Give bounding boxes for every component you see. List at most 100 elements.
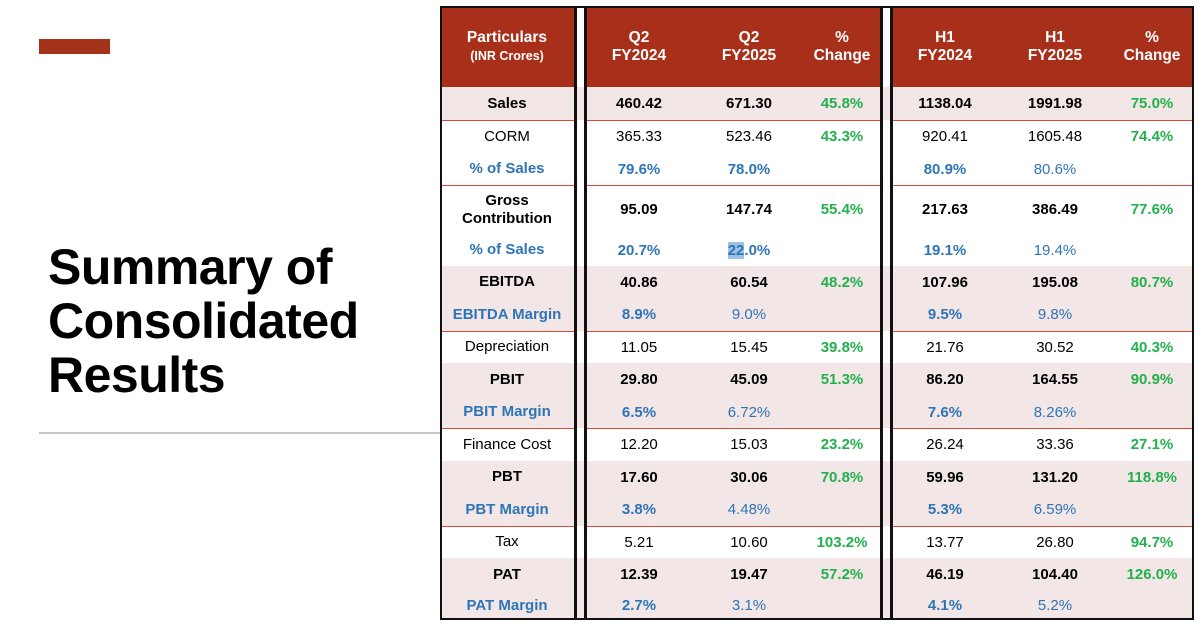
cell-h1-fy2024: 1138.04: [918, 95, 972, 112]
cell-q2-fy2025: 45.09: [730, 371, 768, 388]
row-divider: [440, 331, 574, 332]
row-label: Finance Cost: [462, 435, 552, 453]
cell-quarter-change: 51.3%: [820, 371, 864, 388]
table-row: Depreciation 11.05 15.45 39.8% 21.76 30.52 40.…: [440, 331, 1194, 363]
cell-h1-fy2024: 9.5%: [927, 306, 963, 323]
cell-h1-fy2024: 59.96: [926, 468, 964, 486]
row-divider: [584, 526, 880, 527]
cell-h1-fy2025: 104.40: [1032, 566, 1078, 583]
row-label: Sales: [487, 94, 527, 112]
cell-q2-fy2024: 11.05: [620, 338, 658, 356]
row-label: Tax: [495, 533, 519, 550]
row-label-text: Gross Contribution: [462, 191, 552, 227]
cell-q2-fy2024: 79.6%: [617, 160, 661, 178]
cell-h1-fy2024: 13.77: [926, 533, 964, 551]
cell-q2-fy2025: 147.74: [726, 201, 772, 218]
header-half-change: % Change: [1123, 28, 1181, 64]
cell-q2-fy2024: 29.80: [620, 371, 658, 388]
row-label: EBITDA: [479, 273, 535, 290]
accent-bar: [39, 39, 110, 54]
cell-half-change: 74.4%: [1130, 128, 1174, 145]
cell-half-change: 27.1%: [1130, 436, 1174, 453]
header-bg-particulars: [440, 6, 574, 87]
cell-q2-fy2024: 3.8%: [621, 501, 657, 518]
cell-q2-fy2025: 22.0%: [694, 234, 804, 266]
cell-q2-fy2025: 10.60: [730, 533, 768, 551]
cell-h1-fy2025: 9.8%: [1037, 306, 1073, 323]
cell-q2-fy2025: 78.0%: [727, 160, 771, 178]
cell-q2-fy2024: 6.5%: [621, 403, 657, 421]
table-row: PBT 17.60 30.06 70.8% 59.96 131.20 118.8%: [440, 461, 1194, 493]
cell-half-change: 40.3%: [1130, 338, 1174, 356]
cell-half-change: 94.7%: [1130, 533, 1174, 551]
cell-h1-fy2025: 8.26%: [1033, 403, 1077, 421]
row-divider: [440, 526, 574, 527]
cell-h1-fy2025: 1605.48: [1027, 128, 1083, 145]
cell-h1-fy2025: 5.2%: [1037, 597, 1073, 614]
cell-q2-fy2025: 9.0%: [731, 306, 767, 323]
table-row: EBITDA Margin 8.9% 9.0% 9.5% 9.8%: [440, 298, 1194, 331]
cell-q2-fy2025: 60.54: [730, 273, 768, 291]
cell-h1-fy2024: 107.96: [922, 273, 968, 291]
row-label: PBIT: [489, 370, 525, 388]
table-row: % of Sales 20.7% 22.0% 19.1% 19.4%: [440, 234, 1194, 266]
cell-q2-fy2025: 523.46: [726, 128, 772, 145]
cell-h1-fy2025: 6.59%: [1033, 501, 1077, 518]
cell-h1-fy2025: 386.49: [1032, 201, 1078, 218]
cell-half-change: 75.0%: [1130, 95, 1174, 112]
row-divider: [584, 185, 880, 186]
cell-h1-fy2024: 80.9%: [923, 160, 967, 178]
row-label: PAT: [493, 565, 521, 583]
cell-h1-fy2024: 86.20: [926, 371, 964, 388]
row-divider: [440, 185, 574, 186]
slide-title: Summary of Consolidated Results: [48, 239, 359, 403]
row-divider: [890, 185, 1194, 186]
cell-half-change: 80.7%: [1130, 273, 1174, 291]
cell-q2-fy2024: 365.33: [616, 128, 662, 145]
cell-h1-fy2024: 217.63: [922, 201, 968, 218]
cell-q2-fy2025: 4.48%: [727, 501, 771, 518]
cell-q2-fy2025: 15.03: [730, 436, 768, 453]
cell-h1-fy2024: 920.41: [922, 128, 968, 145]
row-label: PAT Margin: [466, 596, 548, 614]
header-h1-fy2024: H1 FY2024: [917, 28, 973, 64]
cell-quarter-change: 55.4%: [820, 201, 864, 218]
header-q2-fy2025: Q2 FY2025: [721, 28, 777, 64]
row-divider: [584, 331, 880, 332]
row-label: Gross Contribution: [440, 185, 574, 234]
header-quarter-change: % Change: [813, 28, 871, 64]
cell-h1-fy2025: 80.6%: [1033, 160, 1077, 178]
column-divider: [880, 6, 883, 620]
row-divider: [440, 120, 574, 121]
header-q2-fy2024: Q2 FY2024: [611, 28, 667, 64]
table-row: Tax 5.21 10.60 103.2% 13.77 26.80 94.7%: [440, 526, 1194, 558]
row-label: PBIT Margin: [463, 403, 551, 420]
column-divider: [574, 6, 577, 620]
cell-h1-fy2025: 164.55: [1032, 371, 1078, 388]
header-h1-fy2025: H1 FY2025: [1027, 28, 1083, 64]
row-divider: [890, 428, 1194, 429]
cell-q2-fy2025: 6.72%: [727, 403, 771, 421]
cell-q2-fy2024: 40.86: [620, 273, 658, 291]
column-divider: [890, 6, 893, 620]
table-row: CORM 365.33 523.46 43.3% 920.41 1605.48 74.4%: [440, 120, 1194, 153]
table-row: EBITDA 40.86 60.54 48.2% 107.96 195.08 80.7%: [440, 266, 1194, 298]
cell-quarter-change: 48.2%: [820, 273, 864, 291]
cell-q2-fy2024: 12.20: [620, 436, 658, 453]
cell-h1-fy2024: 19.1%: [923, 241, 967, 259]
table-row: PAT 12.39 19.47 57.2% 46.19 104.40 126.0%: [440, 558, 1194, 591]
cell-half-change: 118.8%: [1126, 468, 1178, 486]
table-row: PBIT Margin 6.5% 6.72% 7.6% 8.26%: [440, 396, 1194, 428]
header-bg-half: [890, 6, 1194, 87]
table-row: PBIT 29.80 45.09 51.3% 86.20 164.55 90.9%: [440, 363, 1194, 396]
cell-quarter-change: 103.2%: [816, 533, 868, 551]
cell-h1-fy2024: 26.24: [926, 436, 964, 453]
cell-quarter-change: 23.2%: [820, 436, 864, 453]
table-border: [440, 6, 1194, 620]
cell-h1-fy2024: 46.19: [926, 566, 964, 583]
cell-h1-fy2024: 4.1%: [927, 597, 963, 614]
cell-q2-fy2024: 20.7%: [617, 241, 661, 259]
row-label: PBT: [492, 468, 522, 485]
table-row: Finance Cost 12.20 15.03 23.2% 26.24 33.36 27.…: [440, 428, 1194, 461]
cell-q2-fy2024: 95.09: [620, 201, 658, 218]
